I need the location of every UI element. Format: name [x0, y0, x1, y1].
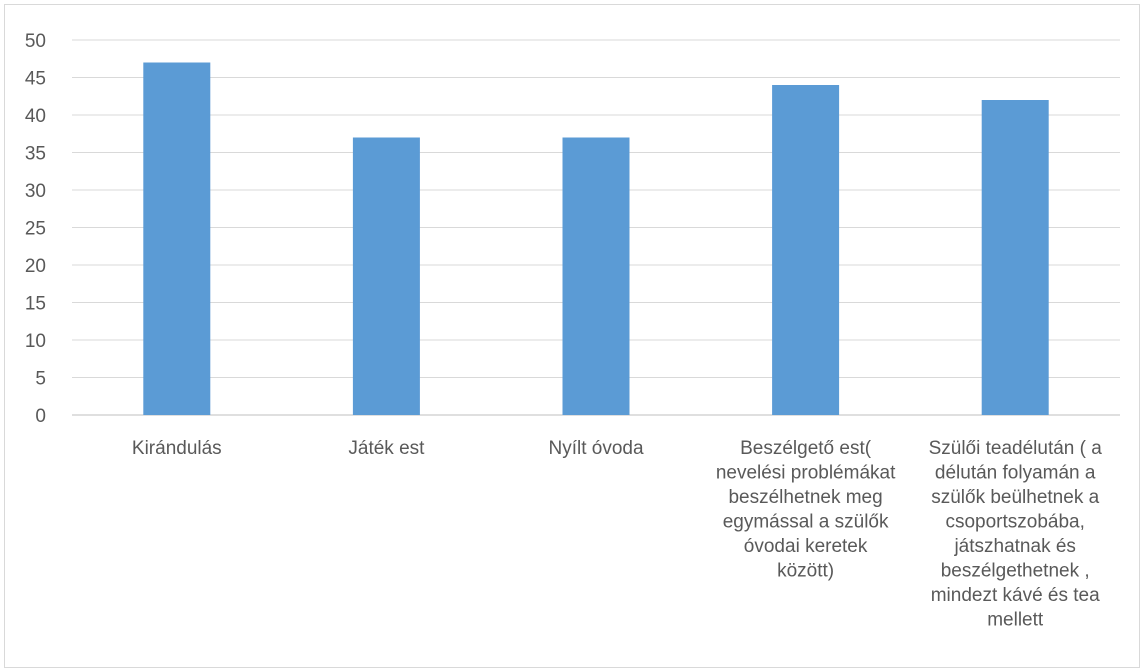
y-tick-label: 30	[25, 181, 46, 202]
x-category-label-line: között)	[777, 561, 834, 582]
x-category-label-line: óvodai keretek	[744, 536, 868, 557]
x-category-label-line: Szülői teadélután ( a	[929, 438, 1103, 459]
x-category-label-line: Kirándulás	[132, 438, 222, 459]
y-tick-label: 25	[25, 219, 46, 240]
y-tick-label: 0	[35, 406, 46, 427]
x-category-label-line: csoportszobába,	[945, 512, 1084, 533]
x-category-label-line: Játék est	[348, 438, 425, 459]
y-tick-label: 35	[25, 144, 46, 165]
bar	[143, 62, 211, 415]
x-category-label-line: Nyílt óvoda	[548, 438, 643, 459]
x-category-label: Kirándulás	[132, 438, 222, 459]
bar	[981, 100, 1049, 415]
x-category-label: Nyílt óvoda	[548, 438, 643, 459]
x-category-label-line: délután folyamán a	[935, 463, 1096, 484]
y-tick-label: 20	[25, 256, 46, 277]
x-category-label: Játék est	[348, 438, 425, 459]
x-category-label-line: egymással a szülők	[723, 512, 889, 533]
x-category-label-line: játszhatnak és	[953, 536, 1075, 557]
bar	[772, 85, 840, 415]
x-category-label-line: mellett	[987, 610, 1044, 631]
x-category-label-line: mindezt kávé és tea	[931, 585, 1100, 606]
x-category-label: Szülői teadélután ( a délután folyamán a s…	[929, 438, 1103, 631]
y-tick-label: 50	[25, 31, 46, 52]
x-category-label-line: szülők beülhetnek a	[931, 487, 1099, 508]
x-category-label-line: beszélgethetnek ,	[941, 561, 1090, 582]
x-category-label-line: nevelési problémákat	[716, 463, 896, 484]
x-category-label-line: beszélhetnek meg	[728, 487, 882, 508]
bar	[562, 137, 630, 415]
y-tick-label: 5	[35, 369, 46, 390]
y-tick-label: 10	[25, 331, 46, 352]
bar	[352, 137, 420, 415]
x-category-label-line: Beszélgető est(	[740, 438, 872, 459]
y-tick-label: 45	[25, 69, 46, 90]
y-tick-label: 15	[25, 294, 46, 315]
y-tick-label: 40	[25, 106, 46, 127]
x-category-label: Beszélgető est( nevelési problémákat beszé…	[716, 438, 896, 582]
